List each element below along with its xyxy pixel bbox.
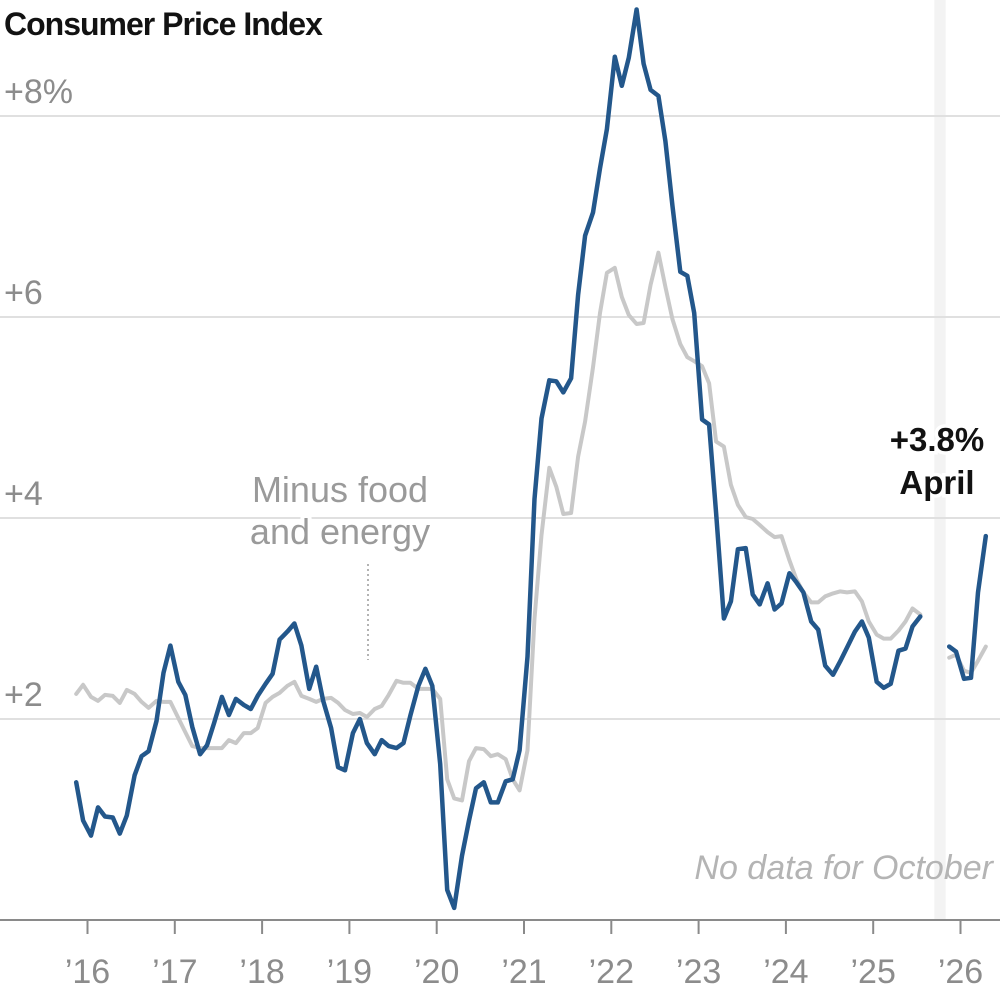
chart-title: Consumer Price Index [4,6,323,42]
x-tick-label: ’19 [327,953,372,991]
series-line-all-items [946,533,989,682]
no-data-band [934,0,946,920]
x-tick-label: ’17 [152,953,197,991]
series-line-core [74,250,923,803]
y-tick-label: +8% [4,73,73,111]
core-series-label: and energy [250,511,430,552]
x-tick-label: ’16 [65,953,110,991]
x-tick-label: ’20 [414,953,459,991]
latest-value-callout: +3.8% [890,421,985,458]
y-tick-label: +4 [4,475,43,513]
x-tick-label: ’25 [851,953,896,991]
chart-background: +2 +4 +6 +8% [0,0,1000,921]
x-tick-label: ’22 [589,953,634,991]
no-data-note: No data for October [694,849,994,887]
core-series-label: Minus food [252,469,428,510]
latest-period-callout: April [899,464,974,501]
y-tick-label: +2 [4,676,43,714]
x-tick-label: ’26 [938,953,983,991]
series-line-all-items [73,7,923,911]
x-tick-label: ’23 [676,953,721,991]
x-tick-label: ’24 [763,953,808,991]
y-tick-label: +6 [4,274,43,312]
x-tick-label: ’18 [239,953,284,991]
x-tick-label: ’21 [501,953,546,991]
